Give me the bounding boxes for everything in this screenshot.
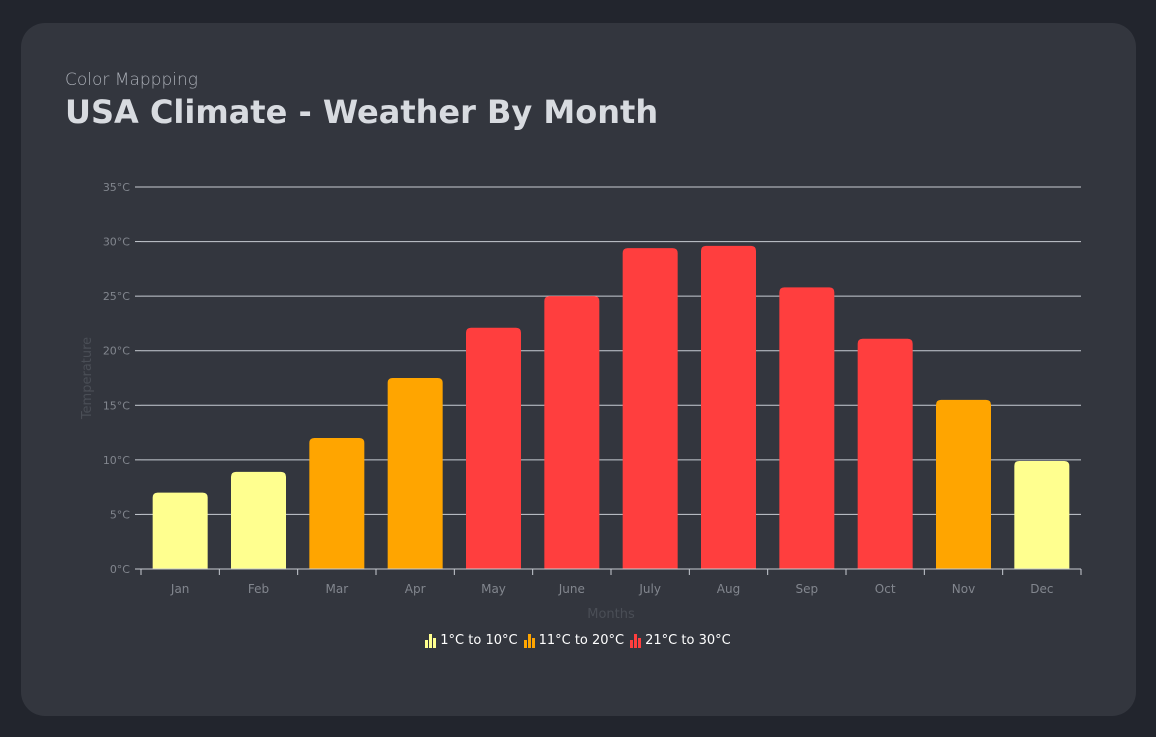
legend-item[interactable]: 11°C to 20°C xyxy=(523,633,625,648)
legend-label: 21°C to 30°C xyxy=(645,633,731,648)
bar-oct[interactable] xyxy=(857,338,913,569)
x-tick-label: Apr xyxy=(405,582,426,596)
bar-mar[interactable] xyxy=(309,438,365,569)
x-tick-label: Aug xyxy=(717,582,740,596)
x-tick-label: June xyxy=(558,582,585,596)
bar-may[interactable] xyxy=(466,327,521,569)
legend: 1°C to 10°C 11°C to 20°C 21°C to 30°C xyxy=(0,633,1156,648)
y-tick-label: 10°C xyxy=(103,454,130,467)
legend-item[interactable]: 1°C to 10°C xyxy=(425,633,518,648)
x-axis-title: Months xyxy=(587,607,635,622)
x-tick-label: July xyxy=(638,582,661,596)
x-tick-label: May xyxy=(481,582,506,596)
legend-label: 1°C to 10°C xyxy=(440,633,518,648)
y-tick-label: 30°C xyxy=(103,236,130,249)
y-axis-title: Temperature xyxy=(80,337,95,420)
y-tick-label: 15°C xyxy=(103,399,130,412)
legend-label: 11°C to 20°C xyxy=(538,633,625,648)
y-tick-label: 5°C xyxy=(110,508,130,521)
bar-chart-icon xyxy=(425,633,437,648)
gridlines xyxy=(141,186,1081,515)
bar-jan[interactable] xyxy=(152,492,208,569)
y-tick-label: 20°C xyxy=(103,345,130,358)
bar-july[interactable] xyxy=(622,248,678,569)
x-tick-label: Sep xyxy=(796,582,819,596)
x-tick-label: Nov xyxy=(952,582,975,596)
x-tick-label: Jan xyxy=(170,582,190,596)
x-tick-label: Feb xyxy=(248,582,269,596)
bar-june[interactable] xyxy=(544,296,600,569)
x-tick-label: Mar xyxy=(326,582,349,596)
bar-dec[interactable] xyxy=(1014,460,1070,569)
y-tick-label: 0°C xyxy=(110,563,130,576)
bar-feb[interactable] xyxy=(231,471,286,569)
x-tick-label: Dec xyxy=(1030,582,1053,596)
chart-title: USA Climate - Weather By Month xyxy=(65,93,659,131)
bar-sep[interactable] xyxy=(779,287,835,569)
bar-chart-icon xyxy=(630,633,642,648)
y-tick-label: 25°C xyxy=(103,290,130,303)
bars xyxy=(152,245,1070,570)
bar-nov[interactable] xyxy=(936,399,991,569)
bar-apr[interactable] xyxy=(387,378,443,569)
x-tick-label: Oct xyxy=(875,582,896,596)
bar-aug[interactable] xyxy=(701,245,756,570)
bar-chart-icon xyxy=(523,633,535,648)
legend-item[interactable]: 21°C to 30°C xyxy=(630,633,731,648)
chart-subtitle: Color Mappping xyxy=(65,70,198,90)
axes: 0°C 5°C 10°C 15°C 20°C 25°C 30°C 35°C Jan Feb Mar A… xyxy=(103,181,1082,596)
y-tick-label: 35°C xyxy=(103,181,130,194)
